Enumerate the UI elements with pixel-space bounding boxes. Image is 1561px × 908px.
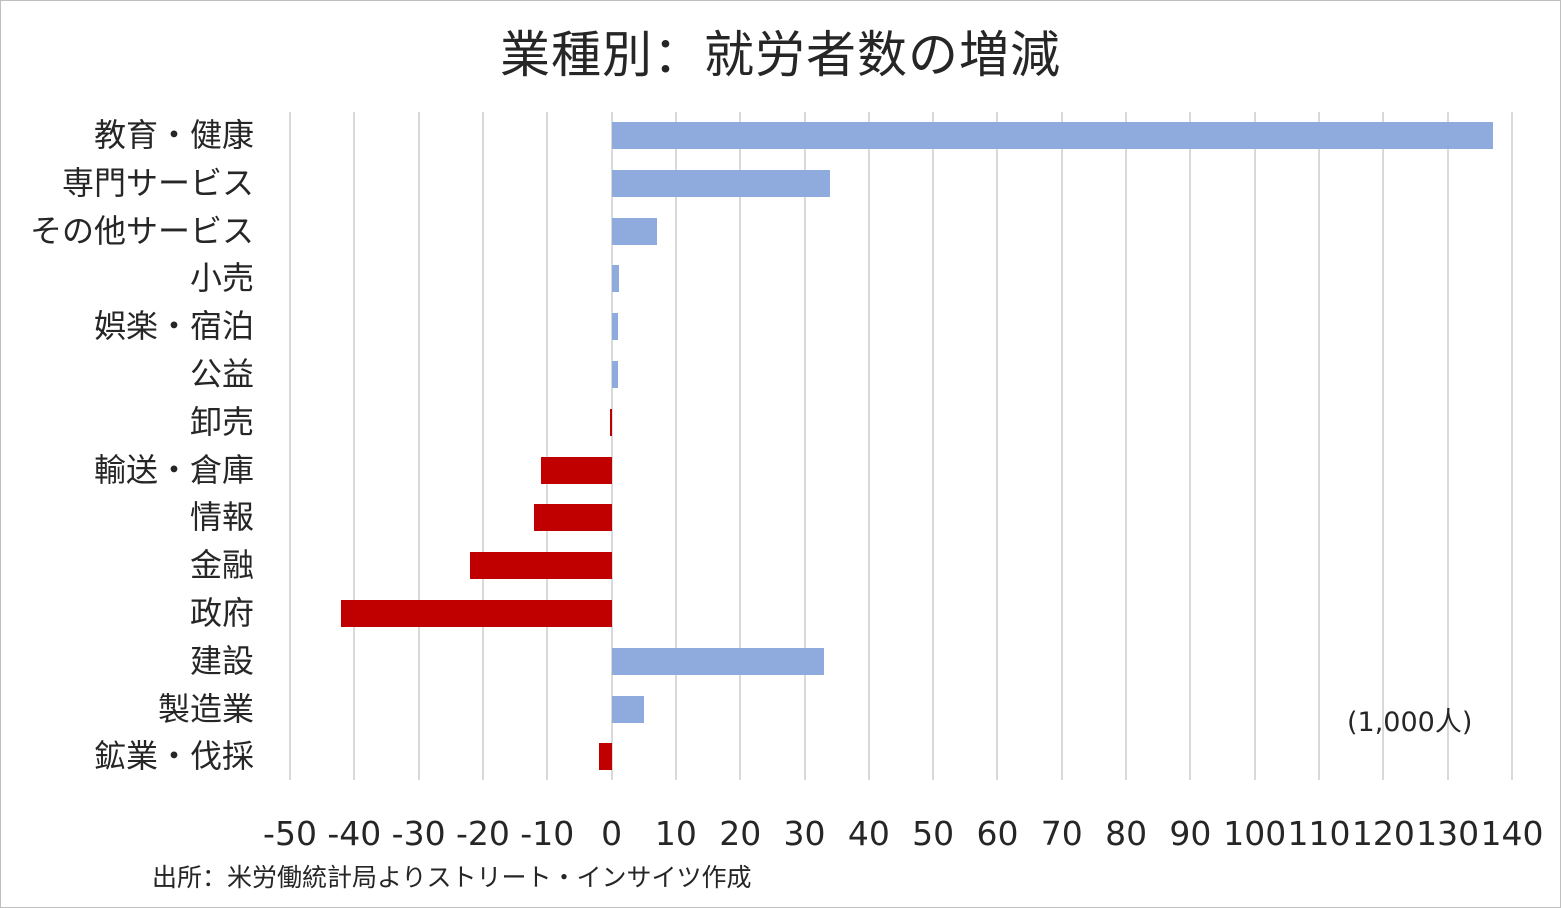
- gridline: [353, 112, 356, 780]
- x-tick-label: 110: [1287, 814, 1351, 853]
- bar: [598, 743, 612, 771]
- gridline: [1189, 112, 1192, 780]
- gridline: [1125, 112, 1128, 780]
- x-tick-label: -10: [520, 814, 575, 853]
- bar: [611, 265, 620, 293]
- bar: [611, 695, 644, 723]
- gridline: [674, 112, 677, 780]
- gridline: [803, 112, 806, 780]
- bar: [341, 600, 612, 627]
- x-tick-label: 10: [654, 814, 697, 853]
- gridline: [1446, 112, 1449, 780]
- x-tick-label: -50: [263, 814, 317, 853]
- category-label: 輸送・倉庫: [93, 450, 254, 489]
- unit-label: (1,000人): [1347, 707, 1473, 738]
- bar: [611, 361, 618, 388]
- category-label: 政府: [189, 594, 254, 632]
- x-tick-label: 100: [1223, 814, 1287, 853]
- gridline: [1253, 112, 1256, 780]
- category-label: 建設: [189, 641, 254, 680]
- gridline: [289, 112, 291, 780]
- category-label: 金融: [189, 546, 254, 585]
- bar: [534, 504, 612, 532]
- gridline: [867, 112, 870, 780]
- x-tick-label: 130: [1416, 814, 1480, 853]
- bar: [609, 408, 612, 436]
- source-note: 出所：米労働統計局よりストリート・インサイツ作成: [152, 863, 752, 892]
- gridline: [546, 112, 549, 780]
- gridline: [1382, 112, 1385, 780]
- x-tick-label: 20: [719, 814, 762, 853]
- category-label: 娯楽・宿泊: [93, 307, 254, 346]
- x-tick-label: 50: [912, 814, 955, 853]
- gridline: [932, 112, 935, 780]
- gridline: [1318, 112, 1321, 780]
- gridline: [1511, 112, 1513, 780]
- category-label: その他サービス: [29, 211, 254, 250]
- x-tick-label: 90: [1169, 814, 1212, 853]
- category-label: 鉱業・伐採: [93, 737, 254, 776]
- x-tick-label: -30: [391, 814, 446, 853]
- gridline: [610, 112, 613, 780]
- gridline: [1060, 112, 1063, 780]
- bar: [470, 552, 612, 580]
- bar: [611, 313, 618, 341]
- x-tick-label: 60: [976, 814, 1019, 853]
- bar: [611, 169, 831, 197]
- category-label: 公益: [189, 355, 254, 393]
- gridline: [481, 112, 484, 780]
- x-tick-label: 80: [1105, 814, 1148, 853]
- category-label: 教育・健康: [93, 116, 254, 154]
- category-label: 情報: [189, 498, 254, 537]
- gridline: [996, 112, 999, 780]
- x-tick-label: 30: [783, 814, 826, 853]
- x-tick-label: -40: [327, 814, 382, 853]
- x-tick-label: 120: [1351, 814, 1415, 853]
- category-label: 小売: [189, 259, 254, 298]
- gridline: [739, 112, 742, 780]
- x-tick-label: 40: [847, 814, 890, 853]
- bar: [611, 217, 657, 245]
- x-tick-label: 0: [601, 814, 623, 853]
- bar: [540, 456, 612, 484]
- category-label: 卸売: [189, 402, 254, 441]
- category-label: 製造業: [157, 689, 254, 728]
- category-label: 専門サービス: [61, 163, 254, 202]
- chart-title: 業種別：就労者数の増減: [500, 26, 1061, 84]
- bar: [611, 647, 824, 675]
- x-tick-label: -20: [455, 814, 510, 853]
- bar: [611, 122, 1493, 149]
- x-tick-label: 140: [1480, 814, 1544, 853]
- gridline: [417, 112, 420, 780]
- x-tick-label: 70: [1040, 814, 1083, 853]
